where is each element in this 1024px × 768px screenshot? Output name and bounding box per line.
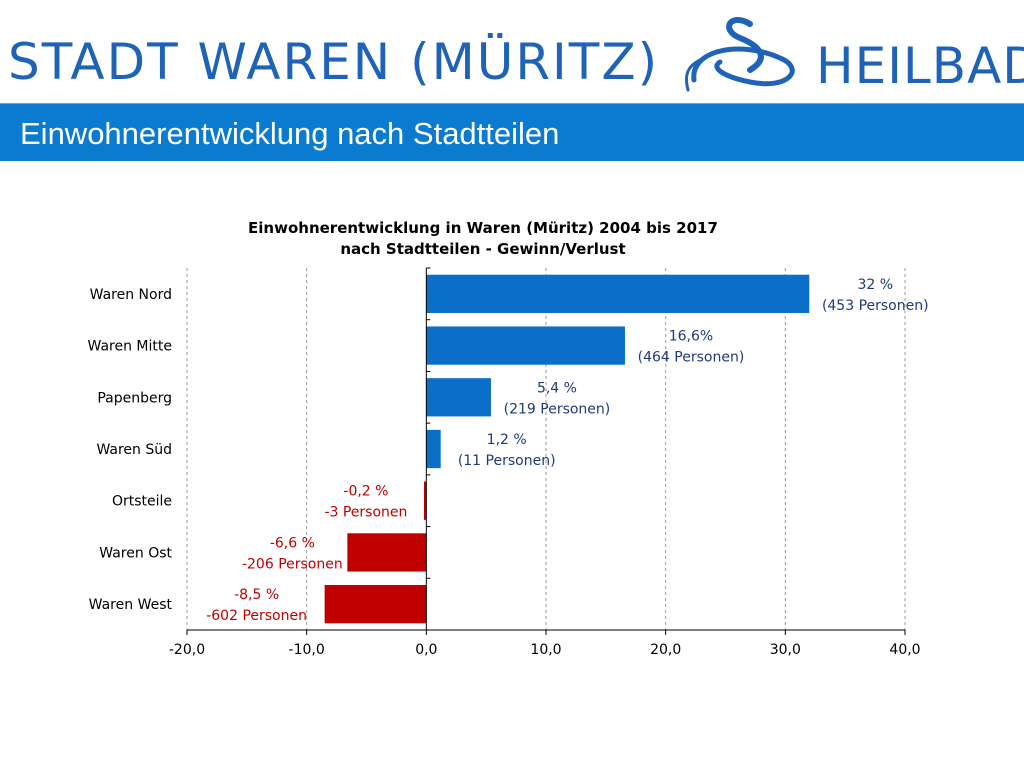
data-label-percent: 16,6% [669,329,713,345]
x-tick-label: 40,0 [889,642,920,658]
grid-lines [186,268,906,630]
x-tick-label: 10,0 [530,642,561,658]
data-label-percent: -0,2 % [343,484,388,500]
x-tick-label: -10,0 [289,642,325,658]
data-label-percent: 32 % [857,277,893,293]
bars-group [324,274,810,624]
data-label-persons: (464 Personen) [638,350,745,366]
x-tick-label: -20,0 [169,642,205,658]
bar-chart: Einwohnerentwicklung in Waren (Müritz) 2… [88,219,929,658]
category-label: Waren West [89,597,173,613]
bar [423,481,427,520]
category-label: Waren Süd [96,442,172,458]
heilbad-label: HEILBAD [816,37,1024,95]
brand-name: STADT WAREN (MÜRITZ) [8,33,660,91]
x-tick-label: 30,0 [770,642,801,658]
header: STADT WAREN (MÜRITZ) HEILBAD [0,0,1024,100]
bar [347,533,427,572]
category-label: Papenberg [97,390,172,406]
data-label-persons: (453 Personen) [822,298,929,314]
axes-group [186,267,906,635]
labels-group: -20,0 -10,0 0,0 10,0 20,0 30,0 40,0 Waren Nord 3… [88,277,929,658]
data-label-percent: 1,2 % [487,432,527,448]
data-label-persons: (219 Personen) [504,401,611,417]
bar [426,274,810,313]
data-label-persons: -206 Personen [242,556,343,572]
chart-title-line1: Einwohnerentwicklung in Waren (Müritz) 2… [248,219,718,237]
chart-title-line2: nach Stadtteilen - Gewinn/Verlust [340,240,625,258]
bar [324,585,427,624]
data-label-percent: -8,5 % [234,587,279,603]
chart-area: Einwohnerentwicklung in Waren (Müritz) 2… [0,200,1024,680]
slide-title: Einwohnerentwicklung nach Stadtteilen [20,116,560,151]
category-label: Ortsteile [112,494,172,510]
category-label: Waren Ost [99,545,172,561]
data-label-percent: 5,4 % [537,380,577,396]
category-label: Waren Mitte [88,339,172,355]
slide-title-bar: Einwohnerentwicklung nach Stadtteilen [0,103,1024,161]
data-label-persons: -602 Personen [206,608,307,624]
bar [426,326,625,365]
x-tick-label: 20,0 [650,642,681,658]
bar [426,429,441,469]
data-label-persons: (11 Personen) [458,453,556,469]
data-label-percent: -6,6 % [270,535,315,551]
bar [426,378,491,417]
category-label: Waren Nord [90,287,172,303]
waves-logo-icon [685,17,795,92]
x-tick-label: 0,0 [415,642,437,658]
data-label-persons: -3 Personen [324,505,407,521]
